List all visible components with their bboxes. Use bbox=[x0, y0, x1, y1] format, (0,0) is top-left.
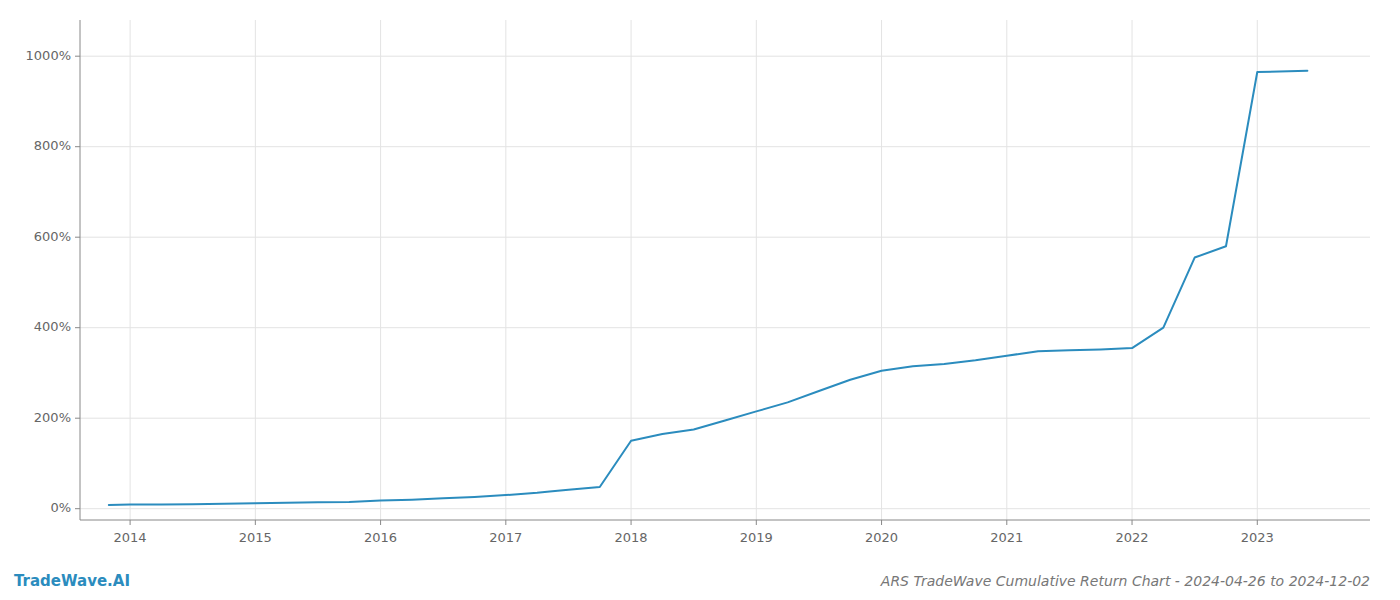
y-grid-line bbox=[80, 56, 1370, 57]
x-tick-label: 2017 bbox=[489, 530, 522, 545]
x-tick bbox=[881, 520, 882, 525]
watermark: TradeWave.AI bbox=[14, 572, 130, 590]
x-tick-label: 2019 bbox=[740, 530, 773, 545]
x-tick-label: 2020 bbox=[865, 530, 898, 545]
y-tick-label: 1000% bbox=[26, 48, 71, 63]
y-grid-line bbox=[80, 508, 1370, 509]
y-tick bbox=[75, 327, 80, 328]
y-grid-line bbox=[80, 418, 1370, 419]
title: ARS TradeWave Cumulative Return Chart - … bbox=[880, 573, 1370, 589]
x-tick-label: 2018 bbox=[615, 530, 648, 545]
x-tick bbox=[255, 520, 256, 525]
x-tick-label: 2023 bbox=[1241, 530, 1274, 545]
x-tick-label: 2021 bbox=[990, 530, 1023, 545]
y-grid-line bbox=[80, 237, 1370, 238]
chart: 0% 200% 400% 600% 800% 1000% 2014 2015 2016 2017 2… bbox=[0, 0, 1400, 600]
y-tick bbox=[75, 418, 80, 419]
x-grid-line bbox=[1132, 20, 1133, 520]
x-axis-line bbox=[80, 520, 1370, 521]
y-tick bbox=[75, 146, 80, 147]
y-tick-label: 600% bbox=[34, 229, 71, 244]
x-tick bbox=[130, 520, 131, 525]
x-tick bbox=[1006, 520, 1007, 525]
y-tick-label: 200% bbox=[34, 410, 71, 425]
x-tick bbox=[1132, 520, 1133, 525]
x-tick bbox=[380, 520, 381, 525]
y-tick bbox=[75, 237, 80, 238]
y-tick-label: 800% bbox=[34, 138, 71, 153]
x-tick bbox=[756, 520, 757, 525]
y-tick-label: 0% bbox=[50, 500, 71, 515]
x-grid-line bbox=[631, 20, 632, 520]
x-grid-line bbox=[1006, 20, 1007, 520]
y-tick bbox=[75, 56, 80, 57]
x-tick bbox=[631, 520, 632, 525]
line-series bbox=[109, 71, 1308, 505]
x-tick bbox=[1257, 520, 1258, 525]
x-grid-line bbox=[380, 20, 381, 520]
y-grid-line bbox=[80, 146, 1370, 147]
x-tick-label: 2014 bbox=[114, 530, 147, 545]
y-grid-line bbox=[80, 327, 1370, 328]
x-tick-label: 2022 bbox=[1115, 530, 1148, 545]
x-grid-line bbox=[255, 20, 256, 520]
y-tick bbox=[75, 508, 80, 509]
plot-area bbox=[109, 71, 1308, 505]
x-grid-line bbox=[1257, 20, 1258, 520]
x-tick bbox=[505, 520, 506, 525]
x-tick-label: 2015 bbox=[239, 530, 272, 545]
y-axis-line bbox=[80, 20, 81, 520]
x-grid-line bbox=[881, 20, 882, 520]
y-tick-label: 400% bbox=[34, 319, 71, 334]
x-tick-label: 2016 bbox=[364, 530, 397, 545]
grid bbox=[80, 20, 1370, 520]
x-grid-line bbox=[505, 20, 506, 520]
axes: 0% 200% 400% 600% 800% 1000% 2014 2015 2016 2017 2… bbox=[26, 20, 1370, 545]
x-grid-line bbox=[130, 20, 131, 520]
x-grid-line bbox=[756, 20, 757, 520]
